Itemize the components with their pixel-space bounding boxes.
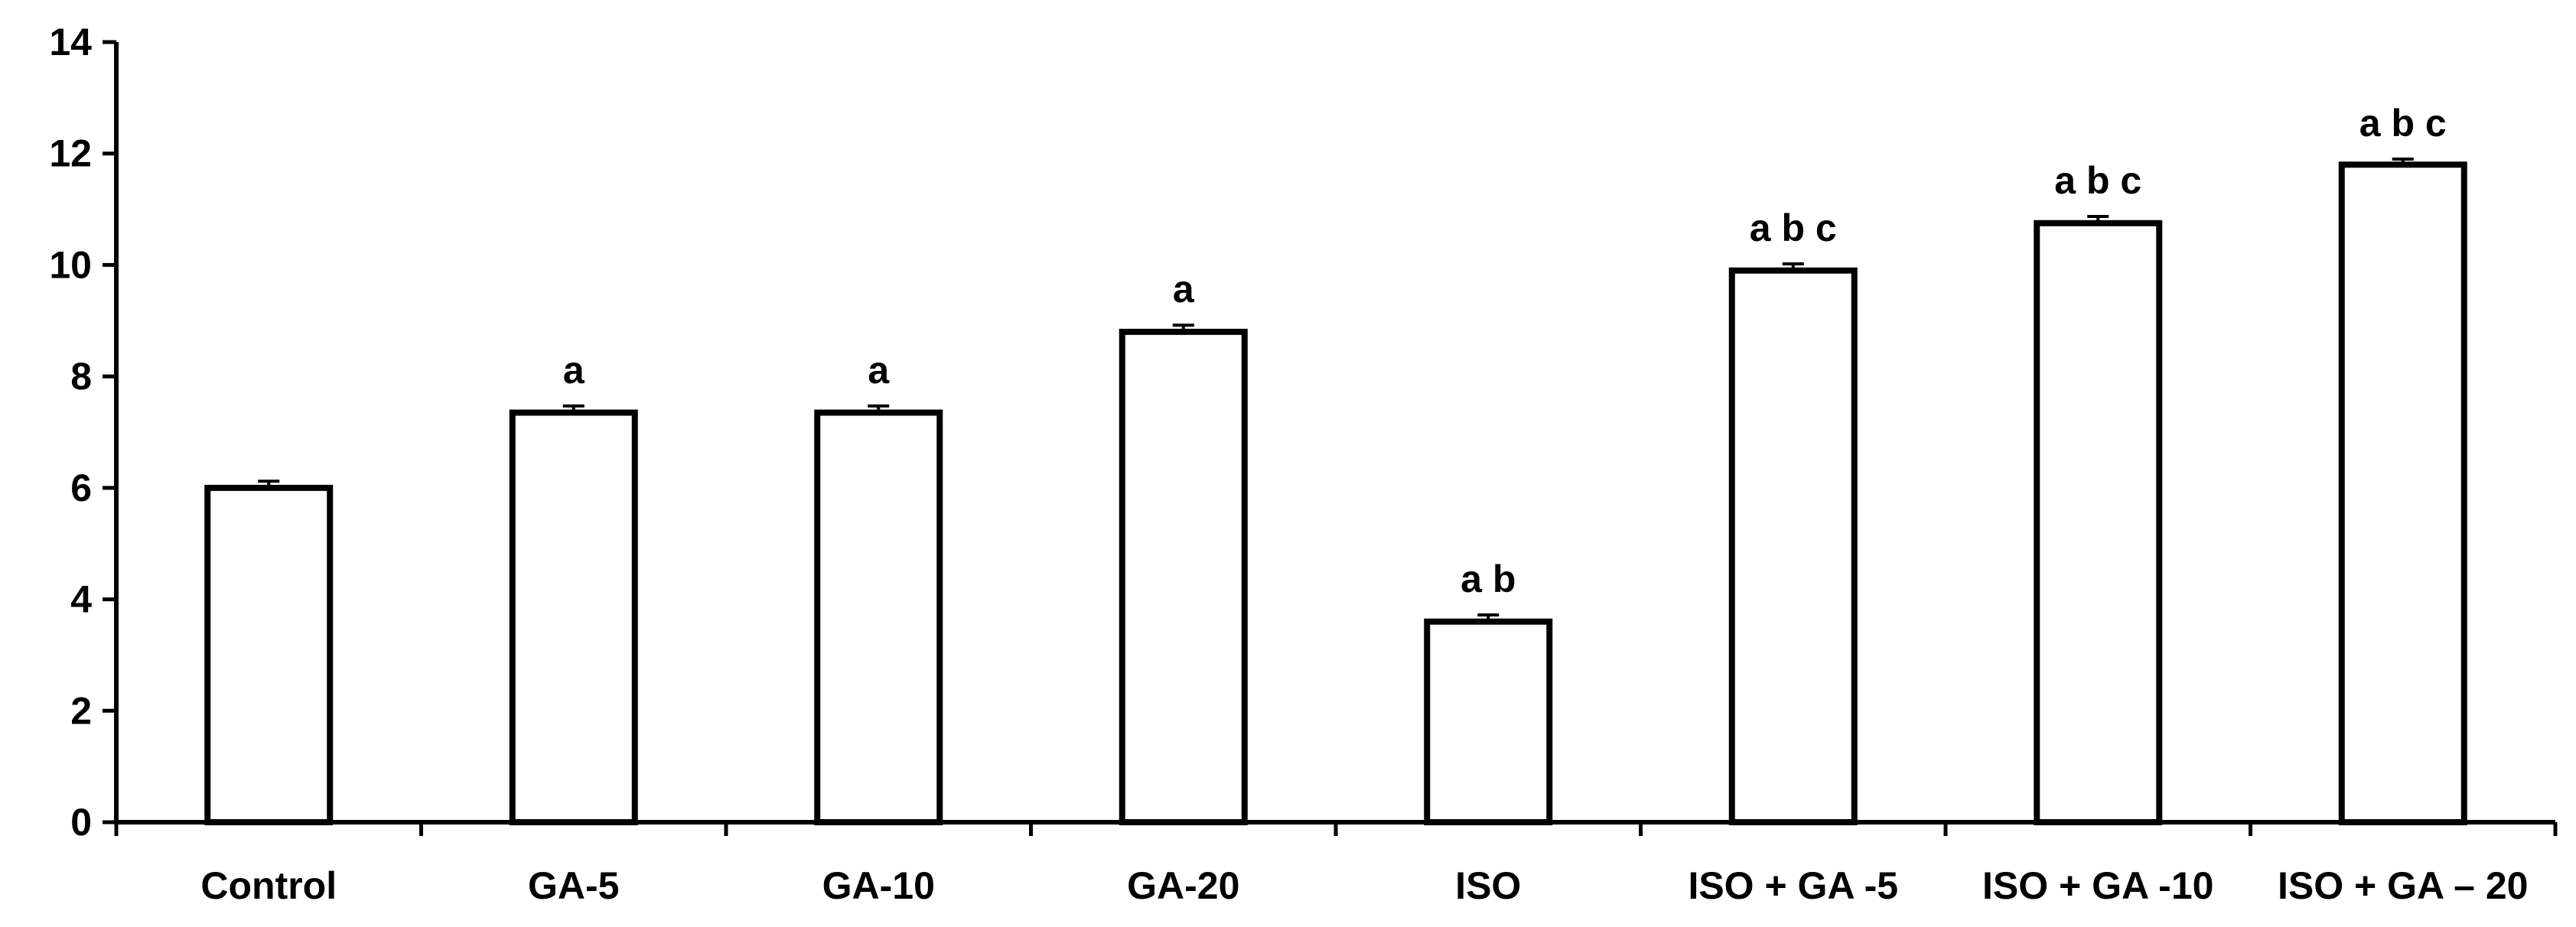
category-label: GA-10 — [822, 864, 935, 907]
bars — [204, 158, 2467, 826]
significance-label: a — [563, 349, 585, 392]
y-tick-label: 12 — [49, 132, 92, 175]
labels: Control GA-5 a GA-10 a GA-20 a ISO a b ISO + GA -… — [200, 102, 2528, 907]
y-axis: 0 2 4 6 8 10 12 14 — [49, 21, 119, 844]
bar-4 — [1424, 618, 1553, 825]
y-tick-label: 8 — [70, 355, 92, 398]
category-label: Control — [200, 864, 337, 907]
significance-label: a b c — [2359, 102, 2447, 145]
bar-6 — [2034, 220, 2163, 825]
category-label: GA-20 — [1127, 864, 1239, 907]
bar-2 — [814, 409, 943, 825]
x-axis — [114, 820, 2558, 836]
bar-1 — [509, 409, 638, 825]
y-tick-label: 10 — [49, 243, 92, 286]
significance-label: a b — [1461, 558, 1516, 600]
significance-label: a — [868, 349, 890, 392]
significance-label: a b c — [2054, 159, 2141, 202]
y-tick-label: 0 — [70, 801, 92, 844]
bar-5 — [1728, 267, 1858, 825]
y-tick-label: 2 — [70, 689, 92, 732]
bar-7 — [2338, 161, 2467, 826]
category-label: ISO + GA -5 — [1688, 864, 1898, 907]
y-tick-label: 4 — [70, 578, 92, 621]
bar-3 — [1119, 328, 1248, 826]
y-tick-label: 14 — [49, 21, 92, 63]
category-label: ISO + GA -10 — [1982, 864, 2213, 907]
bar-0 — [204, 484, 334, 825]
significance-label: a b c — [1750, 207, 1837, 249]
category-label: ISO — [1455, 864, 1521, 907]
category-label: ISO + GA – 20 — [2278, 864, 2528, 907]
y-tick-label: 6 — [70, 467, 92, 509]
significance-label: a — [1173, 268, 1195, 311]
category-label: GA-5 — [528, 864, 619, 907]
